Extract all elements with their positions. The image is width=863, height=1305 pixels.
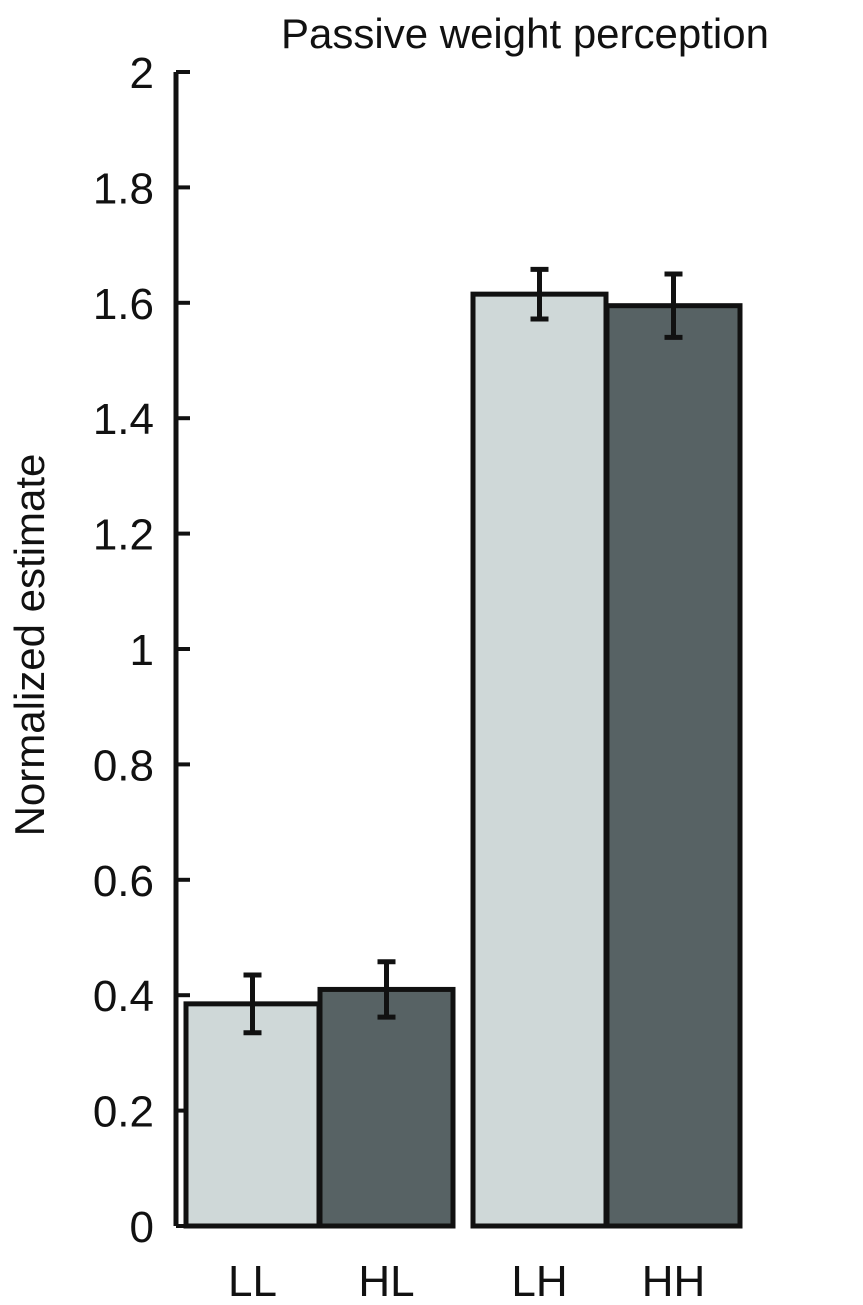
bar-ll [183, 1001, 322, 1229]
y-axis-ticks: 0 0.2 0.4 0.6 0.8 1 1.2 1.4 1.6 1.8 2 [93, 49, 190, 1252]
y-tick-label: 1.6 [93, 280, 154, 329]
bar-lh [470, 291, 609, 1229]
bar-hh [604, 303, 743, 1229]
chart-title: Passive weight perception [281, 10, 769, 57]
y-tick-label: 0 [130, 1203, 154, 1252]
y-tick-label: 2 [130, 49, 154, 98]
x-category-label: HH [642, 1257, 706, 1300]
y-tick-label: 0.8 [93, 741, 154, 790]
error-bar-lh [530, 266, 549, 322]
y-tick-label: 0.2 [93, 1088, 154, 1137]
x-axis-categories: LL HL LH HH [228, 1257, 706, 1305]
y-tick-label: 0.4 [93, 972, 154, 1021]
x-category-label: LH [511, 1257, 567, 1300]
x-category-label: LL [228, 1257, 277, 1300]
error-bar-ll [243, 972, 262, 1036]
y-tick-label: 1.2 [93, 511, 154, 560]
y-tick-label: 1.4 [93, 395, 154, 444]
error-bar-hl [377, 959, 396, 1020]
error-bars [243, 266, 683, 1036]
y-axis-label: Normalized estimate [6, 454, 53, 837]
y-tick-label: 1.8 [93, 164, 154, 213]
y-tick-label: 1 [130, 626, 154, 675]
y-tick-label: 0.6 [93, 857, 154, 906]
bar-hl [317, 986, 456, 1229]
bars [183, 291, 743, 1229]
error-bar-hh [664, 271, 683, 340]
x-category-label: HL [358, 1257, 414, 1300]
